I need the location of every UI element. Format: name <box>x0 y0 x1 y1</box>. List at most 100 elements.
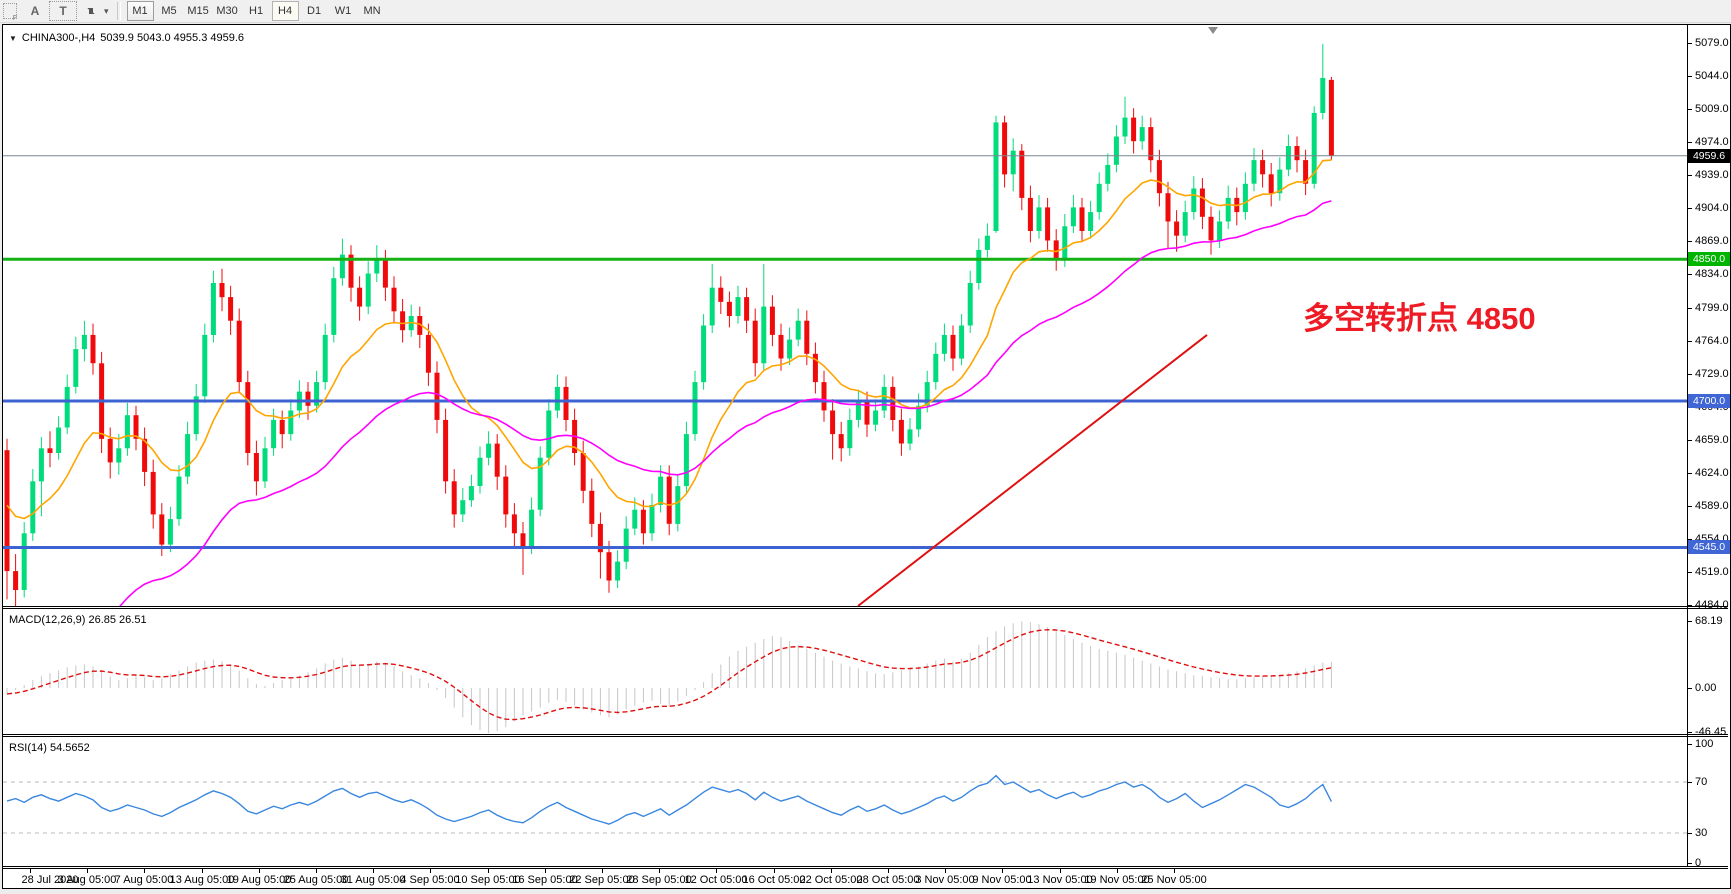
date-tick-mark <box>831 868 832 873</box>
date-tick-mark <box>1002 868 1003 873</box>
price-tick-label: 4939.0 <box>1695 169 1729 181</box>
timeframe-d1[interactable]: D1 <box>307 5 322 17</box>
text-annotation-button[interactable]: A <box>30 4 40 18</box>
price-tick-label: 4869.0 <box>1695 235 1729 247</box>
date-tick-label: 22 Oct 05:00 <box>799 874 863 886</box>
pane-divider <box>3 868 1728 869</box>
date-tick-label: 25 Nov 05:00 <box>1141 874 1207 886</box>
date-tick-mark <box>716 868 717 873</box>
date-tick-mark <box>659 868 660 873</box>
date-tick-label: 12 Oct 05:00 <box>684 874 748 886</box>
pane-divider[interactable] <box>3 606 1728 607</box>
price-tick-label: 4974.0 <box>1695 136 1729 148</box>
symbol-dropdown-icon[interactable]: ▼ <box>9 33 17 43</box>
date-tick-label: 22 Sep 05:00 <box>569 874 635 886</box>
price-level-badge: 4700.0 <box>1688 394 1730 408</box>
macd-tick-mark <box>1687 621 1692 622</box>
date-tick-label: 19 Nov 05:00 <box>1084 874 1150 886</box>
timeframe-m30[interactable]: M30 <box>216 5 238 17</box>
price-tick-label: 5044.0 <box>1695 70 1729 82</box>
date-tick-label: 16 Sep 05:00 <box>512 874 578 886</box>
price-level-badge: 4959.6 <box>1688 149 1730 163</box>
price-tick-mark <box>1687 506 1692 507</box>
date-tick-mark <box>30 868 31 873</box>
timeframe-h4[interactable]: H4 <box>271 1 299 21</box>
price-level-badge: 4545.0 <box>1688 540 1730 554</box>
date-tick-mark <box>373 868 374 873</box>
timeframe-h1[interactable]: H1 <box>249 5 264 17</box>
date-tick-mark <box>202 868 203 873</box>
rsi-tick-label: 70 <box>1695 776 1708 788</box>
date-tick-mark <box>144 868 145 873</box>
pane-divider[interactable] <box>3 736 1728 737</box>
date-tick-label: 4 Sep 05:00 <box>400 874 460 886</box>
arrange-objects-button[interactable] <box>81 2 101 20</box>
macd-pane <box>6 621 1332 734</box>
date-tick-label: 16 Oct 05:00 <box>742 874 806 886</box>
price-level-badge: 4850.0 <box>1688 252 1730 266</box>
date-tick-label: 28 Oct 05:00 <box>856 874 920 886</box>
timeframe-w1[interactable]: W1 <box>334 5 352 17</box>
date-tick-mark <box>1060 868 1061 873</box>
text-label-button[interactable]: T <box>49 1 77 21</box>
timeframe-m1[interactable]: M1 <box>126 1 154 21</box>
macd-tick-label: -46.45 <box>1695 726 1727 738</box>
date-tick-label: 13 Nov 05:00 <box>1027 874 1093 886</box>
price-tick-mark <box>1687 605 1692 606</box>
date-tick-label: 3 Nov 05:00 <box>915 874 975 886</box>
price-tick-label: 4624.0 <box>1695 467 1729 479</box>
diagonal-arrows-icon <box>83 2 99 20</box>
price-tick-label: 4589.0 <box>1695 500 1729 512</box>
price-tick-mark <box>1687 241 1692 242</box>
price-tick-mark <box>1687 440 1692 441</box>
date-tick-mark <box>945 868 946 873</box>
chevron-down-icon[interactable]: ▾ <box>104 5 109 16</box>
date-tick-label: 19 Aug 05:00 <box>226 874 292 886</box>
price-axis-line <box>1687 25 1688 866</box>
price-tick-mark <box>1687 473 1692 474</box>
chart-shift-marker <box>1208 27 1218 34</box>
date-tick-mark <box>316 868 317 873</box>
timeframe-m15[interactable]: M15 <box>187 5 209 17</box>
date-tick-label: 28 Sep 05:00 <box>626 874 692 886</box>
pane-divider <box>3 866 1728 867</box>
grid-f-icon: F <box>12 15 17 22</box>
date-tick-mark <box>1174 868 1175 873</box>
date-tick-label: 10 Sep 05:00 <box>455 874 521 886</box>
rsi-tick-label: 30 <box>1695 827 1708 839</box>
macd-indicator-label: MACD(12,26,9) 26.85 26.51 <box>9 614 147 626</box>
price-tick-mark <box>1687 142 1692 143</box>
symbol-name: CHINA300-,H4 <box>21 32 96 44</box>
symbol-title[interactable]: ▼ CHINA300-,H4 5039.9 5043.0 4955.3 4959… <box>9 32 244 44</box>
price-tick-mark <box>1687 76 1692 77</box>
price-annotation[interactable]: 多空转折点 4850 <box>1303 301 1536 336</box>
price-tick-mark <box>1687 43 1692 44</box>
price-tick-mark <box>1687 109 1692 110</box>
pane-divider[interactable] <box>3 734 1728 735</box>
price-tick-label: 4834.0 <box>1695 268 1729 280</box>
price-tick-label: 4659.0 <box>1695 434 1729 446</box>
price-tick-mark <box>1687 572 1692 573</box>
price-tick-mark <box>1687 341 1692 342</box>
pane-divider[interactable] <box>3 608 1728 609</box>
date-tick-mark <box>430 868 431 873</box>
toolbar-grip[interactable]: F <box>3 3 17 22</box>
macd-tick-label: 68.19 <box>1695 615 1723 627</box>
price-tick-label: 4799.0 <box>1695 302 1729 314</box>
toolbar-separator <box>116 2 121 20</box>
price-tick-mark <box>1687 175 1692 176</box>
timeframe-mn[interactable]: MN <box>363 5 381 17</box>
rsi-tick-label: 0 <box>1695 857 1702 869</box>
timeframe-group: M1 M5 M15 M30 H1 H4 D1 W1 MN <box>126 1 387 21</box>
chart-area[interactable]: ▼ CHINA300-,H4 5039.9 5043.0 4955.3 4959… <box>2 24 1731 889</box>
price-pane[interactable] <box>3 25 1687 607</box>
price-tick-mark <box>1687 208 1692 209</box>
rsi-tick-mark <box>1687 863 1692 864</box>
timeframe-m5[interactable]: M5 <box>161 5 177 17</box>
date-tick-mark <box>545 868 546 873</box>
date-tick-label: 3 Aug 05:00 <box>57 874 117 886</box>
date-tick-label: 13 Aug 05:00 <box>169 874 235 886</box>
price-tick-label: 5079.0 <box>1695 37 1729 49</box>
price-tick-mark <box>1687 374 1692 375</box>
